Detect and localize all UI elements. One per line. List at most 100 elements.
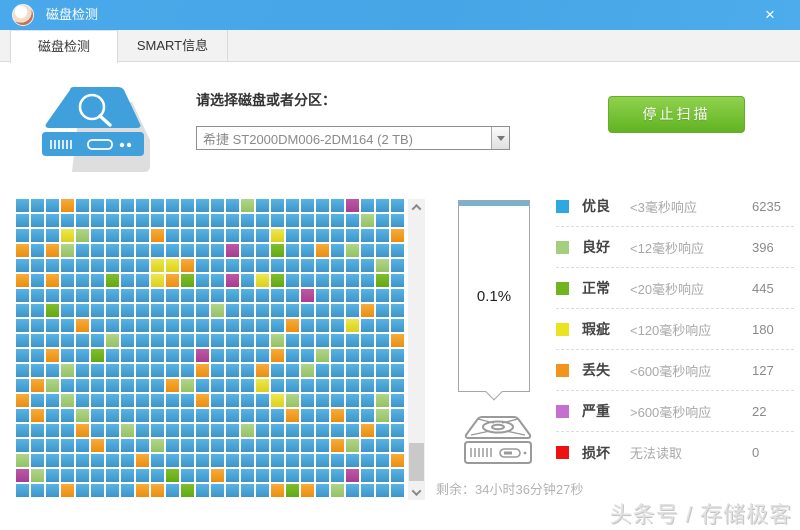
disk-block (31, 409, 44, 422)
disk-block (211, 229, 224, 242)
disk-block (196, 304, 209, 317)
disk-block (316, 484, 329, 497)
disk-block (31, 484, 44, 497)
disk-block (61, 394, 74, 407)
disk-block (286, 304, 299, 317)
disk-block (391, 199, 404, 212)
scroll-down-icon[interactable] (408, 484, 425, 500)
disk-block (181, 424, 194, 437)
stop-scan-button[interactable]: 停止扫描 (608, 96, 745, 133)
disk-block (361, 214, 374, 227)
disk-block (106, 424, 119, 437)
legend-color-swatch (556, 446, 569, 459)
disk-block (76, 334, 89, 347)
disk-block (331, 199, 344, 212)
disk-block (286, 349, 299, 362)
disk-block (316, 319, 329, 332)
disk-block (106, 409, 119, 422)
disk-block (91, 379, 104, 392)
disk-block (301, 409, 314, 422)
scroll-up-icon[interactable] (408, 199, 425, 215)
disk-block (361, 439, 374, 452)
disk-block (331, 349, 344, 362)
disk-block (391, 454, 404, 467)
disk-block (226, 199, 239, 212)
disk-block (91, 274, 104, 287)
disk-block (286, 229, 299, 242)
legend-threshold: <3毫秒响应 (630, 199, 697, 215)
legend-count: 22 (752, 403, 767, 419)
disk-block (316, 304, 329, 317)
tab-smart-info[interactable]: SMART信息 (118, 30, 228, 62)
grid-scrollbar[interactable] (408, 199, 425, 500)
disk-block (241, 334, 254, 347)
disk-block (211, 469, 224, 482)
disk-block (106, 364, 119, 377)
disk-block (136, 244, 149, 257)
disk-block (391, 304, 404, 317)
legend-count: 180 (752, 321, 774, 337)
disk-block (256, 394, 269, 407)
disk-block (136, 199, 149, 212)
disk-block (391, 274, 404, 287)
disk-block (181, 484, 194, 497)
disk-block (271, 484, 284, 497)
disk-block (301, 364, 314, 377)
disk-select-dropdown[interactable]: 希捷 ST2000DM006-2DM164 (2 TB) (196, 126, 510, 150)
tab-bar: 磁盘检测 SMART信息 (0, 30, 800, 63)
disk-block (331, 409, 344, 422)
disk-block (166, 454, 179, 467)
disk-block (16, 484, 29, 497)
disk-block (46, 424, 59, 437)
legend-count: 127 (752, 362, 774, 378)
disk-block (346, 349, 359, 362)
disk-block (151, 274, 164, 287)
disk-block (76, 214, 89, 227)
disk-block (121, 454, 134, 467)
disk-block (166, 334, 179, 347)
scan-grid (16, 199, 404, 497)
disk-block (301, 454, 314, 467)
disk-block (211, 244, 224, 257)
disk-block (376, 244, 389, 257)
disk-block (31, 259, 44, 272)
disk-block (346, 289, 359, 302)
disk-block (76, 364, 89, 377)
disk-block (166, 214, 179, 227)
disk-block (106, 334, 119, 347)
dropdown-button[interactable] (491, 127, 509, 149)
disk-block (16, 214, 29, 227)
disk-block (226, 259, 239, 272)
close-icon[interactable]: × (765, 5, 775, 24)
disk-block (121, 334, 134, 347)
disk-block (241, 409, 254, 422)
disk-block (211, 274, 224, 287)
disk-block (16, 424, 29, 437)
disk-block (181, 214, 194, 227)
disk-block (361, 199, 374, 212)
disk-block (46, 349, 59, 362)
disk-block (136, 439, 149, 452)
disk-block (16, 454, 29, 467)
disk-block (241, 244, 254, 257)
disk-block (391, 424, 404, 437)
disk-block (46, 274, 59, 287)
disk-block (31, 229, 44, 242)
disk-block (76, 394, 89, 407)
disk-block (256, 454, 269, 467)
scrollbar-thumb[interactable] (409, 443, 424, 481)
disk-block (16, 229, 29, 242)
disk-block (106, 289, 119, 302)
disk-block (91, 484, 104, 497)
tab-disk-check[interactable]: 磁盘检测 (10, 30, 118, 63)
window-title: 磁盘检测 (46, 7, 99, 22)
disk-block (316, 379, 329, 392)
disk-block (181, 229, 194, 242)
disk-block (106, 274, 119, 287)
disk-block (211, 364, 224, 377)
disk-block (286, 469, 299, 482)
disk-block (391, 259, 404, 272)
disk-block (301, 229, 314, 242)
disk-block (16, 394, 29, 407)
disk-block (31, 364, 44, 377)
